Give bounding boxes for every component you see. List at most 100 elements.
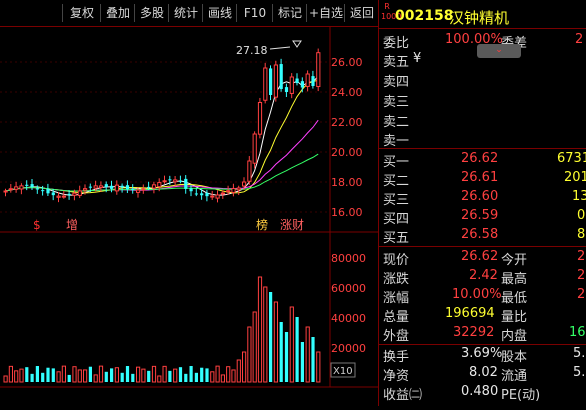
stat-label: 现价	[383, 253, 410, 268]
buy-price: 26.59	[461, 208, 499, 223]
buy-row: 买三 26.60 13	[379, 188, 586, 208]
stat-value: 16	[569, 325, 586, 340]
buy-label: 买三	[383, 193, 410, 208]
buy-label: 买一	[383, 155, 410, 170]
stat-value: 3.69%	[461, 346, 503, 361]
stat-value: 5.	[573, 346, 586, 361]
stat-label: 外盘	[383, 329, 410, 344]
volume-tick: 80000	[331, 252, 366, 265]
buy-row: 买二 26.61 201	[379, 169, 586, 189]
volume-tick: 60000	[331, 282, 366, 295]
sell-label: 卖四	[383, 75, 410, 90]
stat-label: 量比	[501, 310, 528, 325]
stat-value: 196694	[445, 306, 495, 321]
buy-price: 26.60	[461, 189, 499, 204]
chart-toolbar: 复权 叠加 多股 统计 画线 F10 标记 +自选 返回	[0, 0, 378, 27]
stat-label: 流通	[501, 369, 528, 384]
sell-row: 卖五 ¥	[379, 50, 586, 70]
stat-value: 0.480	[461, 384, 499, 399]
stat-row: 现价 26.62 今开 2	[379, 248, 586, 268]
stat-value: 10.00%	[452, 287, 502, 302]
multi-stock-button[interactable]: 多股	[134, 4, 169, 22]
buy-label: 买四	[383, 212, 410, 227]
stat2-row: 净资 8.02 流通 5.	[379, 364, 586, 384]
buy-volume: 8	[577, 227, 586, 242]
buy-label: 买五	[383, 231, 410, 246]
sell-row: 卖四	[379, 70, 586, 90]
stock-name: 汉钟精机	[449, 9, 510, 27]
sell-row: 卖二	[379, 110, 586, 130]
f10-button[interactable]: F10	[236, 4, 273, 22]
stat-value: 26.62	[461, 249, 499, 264]
stat-value: 2.42	[469, 268, 498, 283]
stat-value: 2	[577, 249, 586, 264]
high-price-label: 27.18	[236, 44, 268, 57]
weicha-value: 2	[575, 32, 584, 47]
stat2-row: 换手 3.69% 股本 5.	[379, 345, 586, 365]
stat-label: 今开	[501, 253, 528, 268]
buy-row: 买四 26.59 0	[379, 207, 586, 227]
statistics-button[interactable]: 统计	[168, 4, 203, 22]
stock-code: 002158	[395, 8, 454, 24]
high-marker-icon	[292, 40, 302, 48]
stat-value: 2	[577, 268, 586, 283]
buy-volume: 13	[572, 189, 586, 204]
volume-tick: 20000	[331, 342, 366, 355]
price-tick: 20.00	[331, 146, 363, 159]
weibi-label: 委比	[383, 36, 410, 51]
add-watchlist-button[interactable]: +自选	[306, 4, 345, 22]
stat-label: 最高	[501, 272, 528, 287]
sell-label: 卖一	[383, 134, 410, 149]
overlay-button[interactable]: 叠加	[100, 4, 135, 22]
buy-price: 26.62	[461, 151, 499, 166]
price-tick: 18.00	[331, 176, 363, 189]
buy-price: 26.58	[461, 227, 499, 242]
sell-label: 卖三	[383, 95, 410, 110]
draw-line-button[interactable]: 画线	[202, 4, 237, 22]
buy-volume: 6731	[557, 151, 586, 166]
sell-label: 卖五	[383, 55, 410, 70]
rzrq-badge: R 1000	[381, 2, 402, 21]
buy-price: 26.61	[461, 170, 499, 185]
stat-label: 总量	[383, 310, 410, 325]
mark-button[interactable]: 标记	[272, 4, 307, 22]
stat-row: 外盘 32292 内盘 16	[379, 324, 586, 344]
event-marker-zeng[interactable]: 增	[66, 218, 78, 232]
event-marker-bang[interactable]: 榜	[256, 217, 268, 232]
stat-value: 8.02	[469, 365, 498, 380]
stat-value: 32292	[453, 325, 495, 340]
kline-chart-svg[interactable]: 27.18 26.00 24.00 22.00 20.00 18.00 16.0…	[0, 27, 378, 406]
buy-volume: 201	[564, 170, 586, 185]
price-tick: 22.00	[331, 116, 363, 129]
event-marker-s[interactable]: $	[33, 218, 41, 232]
kline-chart-area[interactable]: 27.18 26.00 24.00 22.00 20.00 18.00 16.0…	[0, 27, 378, 406]
price-tick: 24.00	[331, 86, 363, 99]
stat-label: 内盘	[501, 329, 528, 344]
stat-label: 涨幅	[383, 291, 410, 306]
stat-value: 5.	[573, 365, 586, 380]
stat-value: 2	[577, 287, 586, 302]
stat-label: 股本	[501, 350, 528, 365]
buy-label: 买二	[383, 174, 410, 189]
buy-volume: 0	[577, 208, 586, 223]
event-marker-zhangcai[interactable]: 涨财	[280, 217, 304, 232]
sell-row: 卖三	[379, 90, 586, 110]
collapse-arrow-icon[interactable]: ⌄	[477, 44, 521, 58]
sell-row: 卖一	[379, 129, 586, 149]
stat2-row: 收益㈡ 0.480 PE(动)	[379, 383, 586, 403]
price-tick: 26.00	[331, 56, 363, 69]
vol-unit-box	[330, 362, 356, 378]
stat-row: 总量 196694 量比	[379, 305, 586, 325]
sell-label: 卖二	[383, 115, 410, 130]
buy-row: 买五 26.58 8	[379, 226, 586, 246]
stat-label: 换手	[383, 350, 410, 365]
weibi-value: 100.00%	[445, 32, 503, 47]
stat-label: 收益㈡	[383, 388, 423, 403]
volume-tick: 40000	[331, 312, 366, 325]
stat-label: PE(动)	[501, 388, 541, 403]
stat-row: 涨幅 10.00% 最低 2	[379, 286, 586, 306]
fuquan-button[interactable]: 复权	[62, 4, 101, 22]
stat-label: 最低	[501, 291, 528, 306]
back-button[interactable]: 返回	[344, 4, 379, 22]
